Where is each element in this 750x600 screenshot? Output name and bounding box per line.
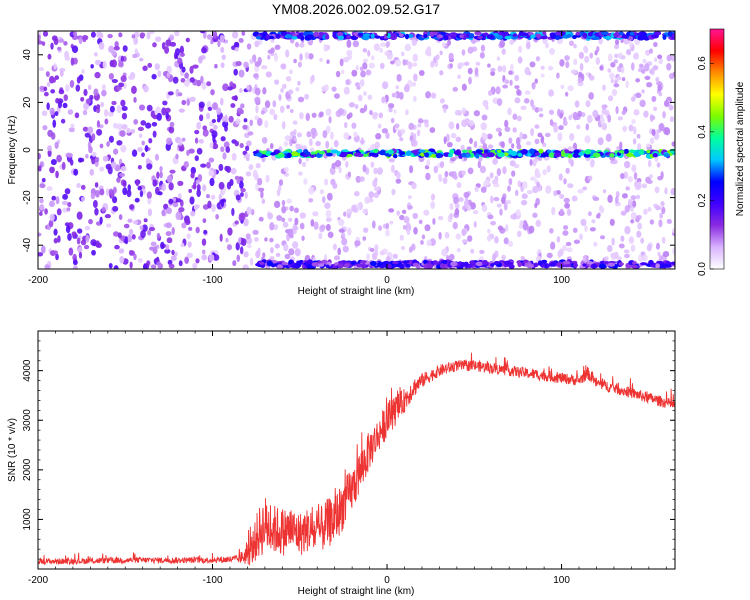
spectrogram-x-tick-label: 0 — [384, 275, 390, 286]
snr-ticks: -200 -100 0 100 1000 2000 3000 4000 — [22, 330, 675, 586]
spectrogram-y-tick-label: 40 — [22, 49, 33, 61]
colorbar-scale — [709, 28, 725, 270]
colorbar: 0.0 0.2 0.4 0.6 Normalized spectral amplitu… — [697, 28, 746, 276]
snr-ylabel: SNR (10 * v/v) — [7, 418, 18, 482]
colorbar-label: Normalized spectral amplitude — [735, 81, 746, 216]
spectrogram-y-tick-label: -40 — [22, 238, 33, 253]
snr-x-tick-label: -100 — [203, 575, 223, 586]
snr-x-tick-label: 0 — [384, 575, 390, 586]
snr-frame — [37, 330, 676, 570]
spectrogram-y-tick-label: -20 — [22, 190, 33, 205]
spectrogram-heatmap — [38, 31, 675, 269]
snr-xlabel: Height of straight line (km) — [298, 586, 415, 597]
colorbar-tick-label: 0.6 — [697, 56, 708, 70]
snr-x-tick-label: -200 — [28, 575, 48, 586]
snr-y-tick-label: 1000 — [22, 508, 33, 531]
spectrogram-xlabel: Height of straight line (km) — [298, 286, 415, 297]
spectrogram-x-tick-label: -100 — [203, 275, 223, 286]
colorbar-tick-label: 0.4 — [697, 124, 708, 138]
snr-x-tick-label: 100 — [553, 575, 570, 586]
snr-series-line — [38, 352, 675, 566]
spectrogram-x-tick-label: 100 — [553, 275, 570, 286]
snr-y-tick-label: 3000 — [22, 409, 33, 432]
snr-y-tick-label: 2000 — [22, 458, 33, 481]
snr-panel: -200 -100 0 100 1000 2000 3000 4000 Height of s… — [7, 330, 676, 597]
spectrogram-x-tick-label: -200 — [28, 275, 48, 286]
spectrogram-ylabel: Frequency (Hz) — [7, 116, 18, 185]
colorbar-ticks: 0.0 0.2 0.4 0.6 — [697, 56, 714, 276]
colorbar-tick-label: 0.0 — [697, 262, 708, 276]
spectrogram-y-tick-label: 20 — [22, 96, 33, 108]
colorbar-tick-label: 0.2 — [697, 193, 708, 207]
spectrogram-y-tick-label: 0 — [22, 147, 33, 153]
figure-title: YM08.2026.002.09.52.G17 — [272, 1, 440, 17]
snr-y-tick-label: 4000 — [22, 359, 33, 382]
